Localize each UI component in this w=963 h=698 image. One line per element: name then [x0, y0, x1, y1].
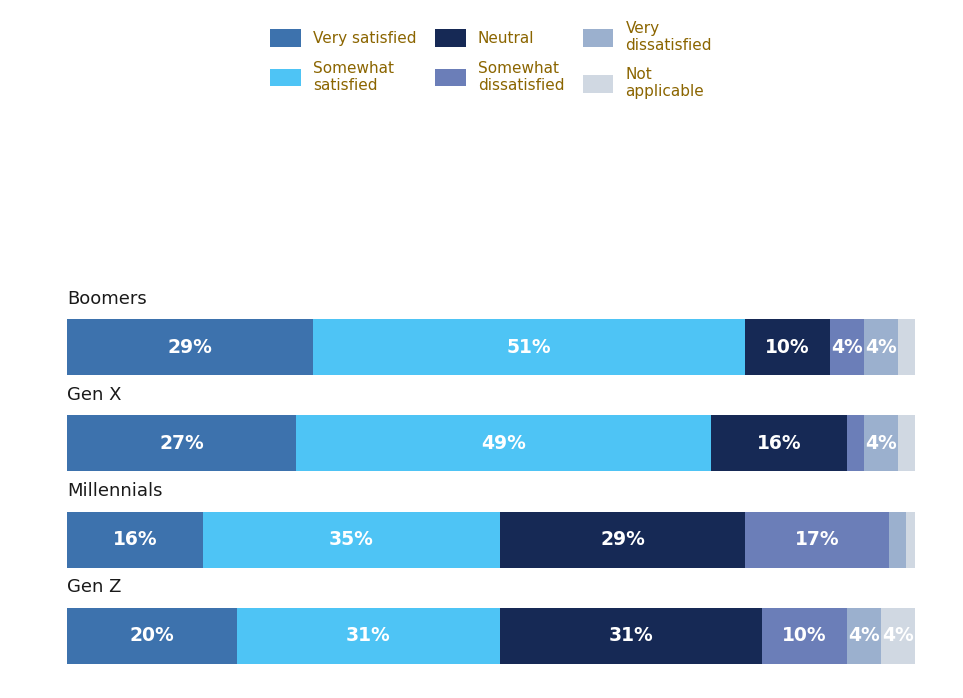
- Bar: [745, 319, 830, 375]
- Bar: [67, 319, 313, 375]
- Text: 4%: 4%: [848, 626, 880, 646]
- Text: 35%: 35%: [329, 530, 374, 549]
- Bar: [313, 319, 745, 375]
- Legend: Very satisfied, Somewhat
satisfied, Neutral, Somewhat
dissatisfied, Very
dissati: Very satisfied, Somewhat satisfied, Neut…: [263, 13, 719, 107]
- Bar: [864, 319, 898, 375]
- Text: Boomers: Boomers: [67, 290, 147, 308]
- Bar: [906, 512, 924, 567]
- Bar: [297, 415, 712, 471]
- Bar: [830, 319, 864, 375]
- Text: 27%: 27%: [160, 434, 204, 453]
- Text: 29%: 29%: [600, 530, 645, 549]
- Bar: [898, 319, 915, 375]
- Bar: [712, 415, 847, 471]
- Bar: [763, 608, 847, 664]
- Bar: [500, 608, 763, 664]
- Bar: [203, 512, 500, 567]
- Bar: [847, 608, 881, 664]
- Text: 31%: 31%: [609, 626, 653, 646]
- Bar: [237, 608, 500, 664]
- Text: 16%: 16%: [113, 530, 158, 549]
- Bar: [864, 415, 898, 471]
- Text: 20%: 20%: [130, 626, 174, 646]
- Bar: [898, 415, 915, 471]
- Text: 29%: 29%: [168, 338, 213, 357]
- Text: 4%: 4%: [831, 338, 863, 357]
- Bar: [745, 512, 890, 567]
- Text: Gen X: Gen X: [67, 386, 122, 404]
- Bar: [67, 415, 297, 471]
- Bar: [500, 512, 745, 567]
- Bar: [67, 512, 203, 567]
- Text: 4%: 4%: [882, 626, 914, 646]
- Text: 31%: 31%: [346, 626, 391, 646]
- Text: 51%: 51%: [507, 338, 552, 357]
- Text: Millennials: Millennials: [67, 482, 163, 500]
- Text: 17%: 17%: [795, 530, 840, 549]
- Text: 4%: 4%: [865, 338, 897, 357]
- Text: 49%: 49%: [482, 434, 526, 453]
- Text: 4%: 4%: [865, 434, 897, 453]
- Text: 10%: 10%: [782, 626, 827, 646]
- Text: 10%: 10%: [766, 338, 810, 357]
- Bar: [847, 415, 864, 471]
- Bar: [67, 608, 237, 664]
- Bar: [890, 512, 906, 567]
- Text: Gen Z: Gen Z: [67, 579, 121, 596]
- Bar: [881, 608, 915, 664]
- Text: 16%: 16%: [757, 434, 801, 453]
